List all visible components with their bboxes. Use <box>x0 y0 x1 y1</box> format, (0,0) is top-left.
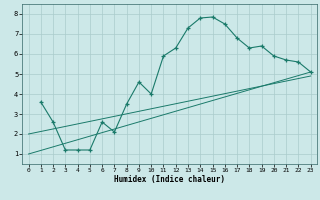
X-axis label: Humidex (Indice chaleur): Humidex (Indice chaleur) <box>114 175 225 184</box>
